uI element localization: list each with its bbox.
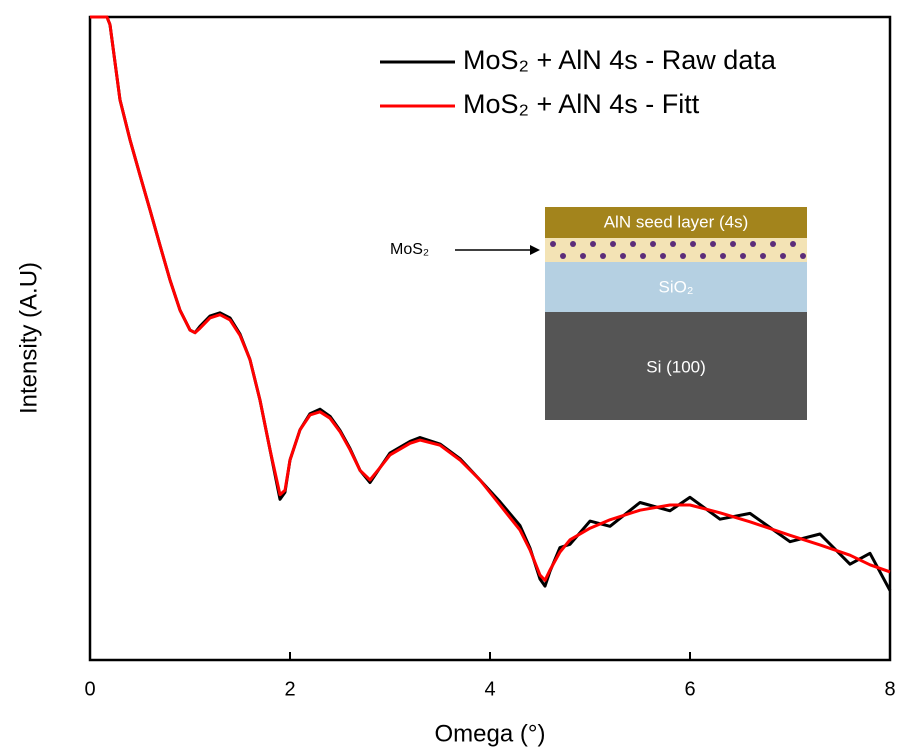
- inset-label: AlN seed layer (4s): [604, 212, 749, 231]
- x-tick-label: 8: [884, 678, 895, 700]
- inset-si-layer: [545, 312, 807, 420]
- inset-label: SiO₂: [659, 277, 694, 296]
- legend: [370, 38, 888, 128]
- inset-sio2-layer: [545, 262, 807, 312]
- data-line: [90, 15, 891, 582]
- inset-aln-layer: [545, 207, 807, 238]
- legend-label: MoS₂ + AlN 4s - Fitt: [463, 89, 700, 119]
- x-tick-label: 2: [284, 678, 295, 700]
- x-tick-label: 0: [84, 678, 95, 700]
- inset: AlN seed layer (4s) SiO₂ Si (100) MoS₂: [390, 207, 807, 420]
- x-tick-label: 6: [684, 678, 695, 700]
- inset-label: MoS₂: [390, 241, 429, 258]
- inset-mos2-dots: [550, 241, 806, 259]
- inset-label: Si (100): [646, 357, 706, 376]
- x-axis-label: Omega (°): [435, 720, 546, 747]
- inset-arrowhead: [530, 245, 540, 255]
- y-axis-label: Intensity (A.U): [15, 262, 42, 414]
- x-tick-label: 4: [484, 678, 495, 700]
- legend-label: MoS₂ + AlN 4s - Raw data: [463, 45, 777, 75]
